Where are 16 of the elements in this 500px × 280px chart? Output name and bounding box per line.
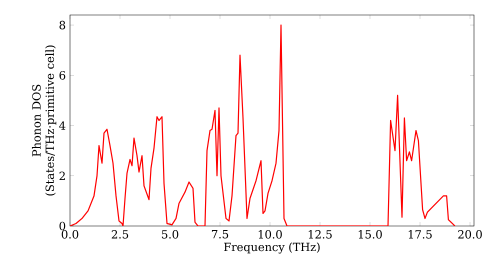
- x-tick-label: 15.0: [358, 230, 382, 239]
- y-tick-label: 4: [59, 121, 66, 130]
- y-tick-label: 8: [60, 20, 66, 30]
- x-tick-label: 5.0: [162, 230, 178, 239]
- y-axis-title: Phonon DOS (States/THz·primitive cell): [32, 45, 56, 196]
- y-tick-label: 0: [60, 222, 66, 230]
- x-tick-label: 20.0: [458, 230, 482, 239]
- x-tick-label: 10.0: [258, 230, 282, 239]
- x-tick-label: 0.0: [62, 230, 78, 239]
- x-tick-label: 7.5: [212, 230, 228, 238]
- x-tick-label: 12.5: [308, 230, 332, 239]
- x-axis-title: Frequency (THz): [224, 242, 320, 254]
- x-tick-label: 2.5: [112, 230, 128, 239]
- x-tick-label: 17.5: [408, 230, 432, 239]
- y-tick-label: 2: [60, 172, 65, 180]
- y-tick-label: 6: [60, 71, 66, 80]
